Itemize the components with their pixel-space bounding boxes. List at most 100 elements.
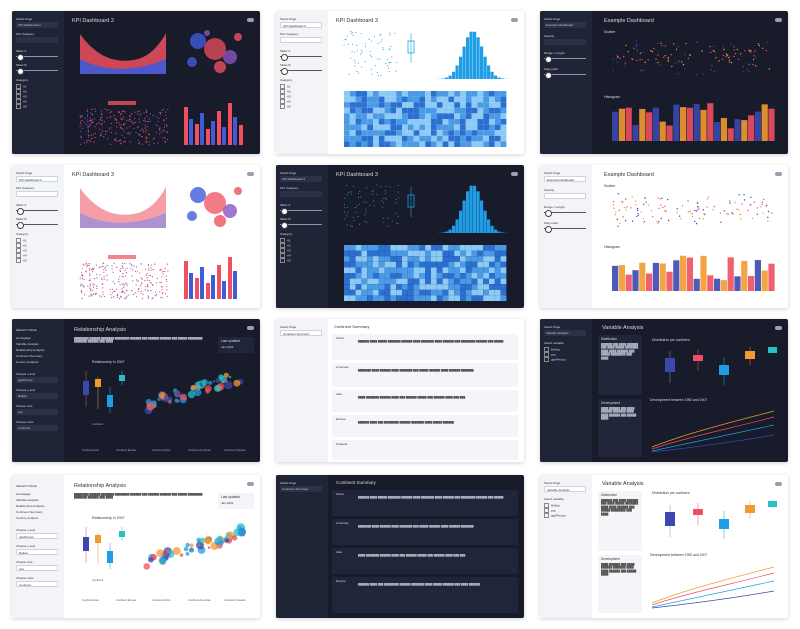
slider-knob[interactable] — [17, 222, 24, 229]
slider-b[interactable] — [280, 222, 322, 229]
opacity-select[interactable] — [544, 39, 586, 45]
checkbox-a3[interactable]: A3 — [280, 94, 291, 99]
checkbox-a5[interactable]: A5 — [280, 104, 291, 109]
nav-homepage[interactable]: Homepage — [16, 492, 31, 496]
theme-toggle[interactable] — [775, 482, 782, 486]
checkbox-a2[interactable]: A2 — [280, 89, 291, 94]
page-select[interactable]: Variable Analysis — [544, 486, 586, 492]
heatmap-cell — [460, 107, 466, 114]
x-axis-select[interactable]: gdpPercap — [16, 533, 58, 539]
checkbox-a5[interactable]: A5 — [280, 258, 291, 263]
theme-toggle[interactable] — [247, 482, 254, 486]
slider-knob[interactable] — [545, 210, 552, 217]
theme-toggle[interactable] — [511, 172, 518, 176]
plot-category-select[interactable] — [280, 37, 322, 43]
checkbox-a3[interactable]: A3 — [16, 94, 27, 99]
nav-variable-analysis[interactable]: Variable Analysis — [16, 498, 39, 502]
checkbox-a4[interactable]: A4 — [280, 99, 291, 104]
slider-b[interactable] — [280, 68, 322, 75]
nav-country-analysis[interactable]: Country Analysis — [16, 360, 39, 364]
heatmap-cell — [465, 261, 472, 268]
opacity-select[interactable] — [544, 193, 586, 199]
theme-toggle[interactable] — [775, 326, 782, 330]
page-select[interactable]: KPI Dashboard 3 — [16, 176, 58, 182]
heatmap-cell — [361, 102, 368, 108]
page-select[interactable]: Continent Summary — [280, 330, 322, 336]
nav-country-analysis[interactable]: Country Analysis — [16, 516, 39, 520]
checkbox-a1[interactable]: A1 — [16, 238, 27, 243]
radio-lifeexp[interactable]: lifeExp — [544, 347, 560, 352]
page-select[interactable]: Variable Analysis — [544, 330, 586, 336]
slider-knob[interactable] — [281, 208, 288, 215]
slider-a[interactable] — [280, 54, 322, 61]
page-select[interactable]: KPI Dashboard 3 — [280, 22, 322, 28]
color-select[interactable]: continent — [16, 425, 58, 431]
size-select[interactable]: pop — [16, 565, 58, 571]
slider-knob[interactable] — [17, 54, 24, 61]
range-slider[interactable] — [544, 210, 586, 217]
slider-a[interactable] — [16, 54, 58, 61]
page-select[interactable]: Example Dashboard — [544, 22, 586, 28]
slider-knob[interactable] — [17, 208, 24, 215]
flag-slider[interactable] — [544, 72, 586, 79]
size-select[interactable]: pop — [16, 409, 58, 415]
checkbox-a3[interactable]: A3 — [280, 248, 291, 253]
theme-toggle[interactable] — [247, 18, 254, 22]
slider-b[interactable] — [16, 68, 58, 75]
slider-knob[interactable] — [545, 72, 552, 79]
page-select[interactable]: KPI Dashboard 2 — [16, 22, 58, 28]
checkbox-a2[interactable]: A2 — [16, 243, 27, 248]
checkbox-a1[interactable]: A1 — [280, 238, 291, 243]
plot-category-select[interactable] — [16, 37, 58, 43]
radio-pop[interactable]: pop — [544, 508, 556, 513]
checkbox-a1[interactable]: A1 — [16, 84, 27, 89]
plot-category-select[interactable] — [280, 191, 322, 197]
checkbox-a5[interactable]: A5 — [16, 258, 27, 263]
radio-pop[interactable]: pop — [544, 352, 556, 357]
checkbox-a2[interactable]: A2 — [280, 243, 291, 248]
x-axis-select[interactable]: gdpPercap — [16, 377, 58, 383]
slider-knob[interactable] — [281, 68, 288, 75]
theme-toggle[interactable] — [775, 172, 782, 176]
y-axis-select[interactable]: lifeExp — [16, 549, 58, 555]
checkbox-a4[interactable]: A4 — [280, 253, 291, 258]
nav-variable-analysis[interactable]: Variable Analysis — [16, 342, 39, 346]
page-select[interactable]: KPI Dashboard 3 — [280, 176, 322, 182]
plot-category-select[interactable] — [16, 191, 58, 197]
slider-a[interactable] — [16, 208, 58, 215]
heatmap-cell — [407, 278, 414, 285]
radio-lifeexp[interactable]: lifeExp — [544, 503, 560, 508]
y-axis-select[interactable]: lifeExp — [16, 393, 58, 399]
slider-knob[interactable] — [545, 56, 552, 63]
range-slider[interactable] — [544, 56, 586, 63]
slider-b[interactable] — [16, 222, 58, 229]
heatmap-cell — [396, 102, 402, 108]
scatter-point — [146, 283, 149, 285]
checkbox-a2[interactable]: A2 — [16, 89, 27, 94]
nav-relationship-analysis[interactable]: Relationship Analysis — [16, 348, 45, 352]
radio-gdppercap[interactable]: gdpPercap — [544, 513, 566, 518]
nav-continent-summary[interactable]: Continent Summary — [16, 354, 43, 358]
color-select[interactable]: continent — [16, 581, 58, 587]
slider-knob[interactable] — [17, 68, 24, 75]
page-select[interactable]: Example Dashboard — [544, 176, 586, 182]
theme-toggle[interactable] — [511, 18, 518, 22]
page-select[interactable]: Continent Summary — [280, 486, 322, 492]
nav-continent-summary[interactable]: Continent Summary — [16, 510, 43, 514]
nav-relationship-analysis[interactable]: Relationship Analysis — [16, 504, 45, 508]
checkbox-a3[interactable]: A3 — [16, 248, 27, 253]
checkbox-a1[interactable]: A1 — [280, 84, 291, 89]
theme-toggle[interactable] — [247, 172, 254, 176]
checkbox-a4[interactable]: A4 — [16, 99, 27, 104]
theme-toggle[interactable] — [775, 18, 782, 22]
nav-homepage[interactable]: Homepage — [16, 336, 31, 340]
flag-slider[interactable] — [544, 226, 586, 233]
checkbox-a4[interactable]: A4 — [16, 253, 27, 258]
slider-knob[interactable] — [281, 54, 288, 61]
slider-a[interactable] — [280, 208, 322, 215]
slider-knob[interactable] — [545, 226, 552, 233]
radio-gdppercap[interactable]: gdpPercap — [544, 357, 566, 362]
theme-toggle[interactable] — [247, 326, 254, 330]
checkbox-a5[interactable]: A5 — [16, 104, 27, 109]
slider-knob[interactable] — [281, 222, 288, 229]
